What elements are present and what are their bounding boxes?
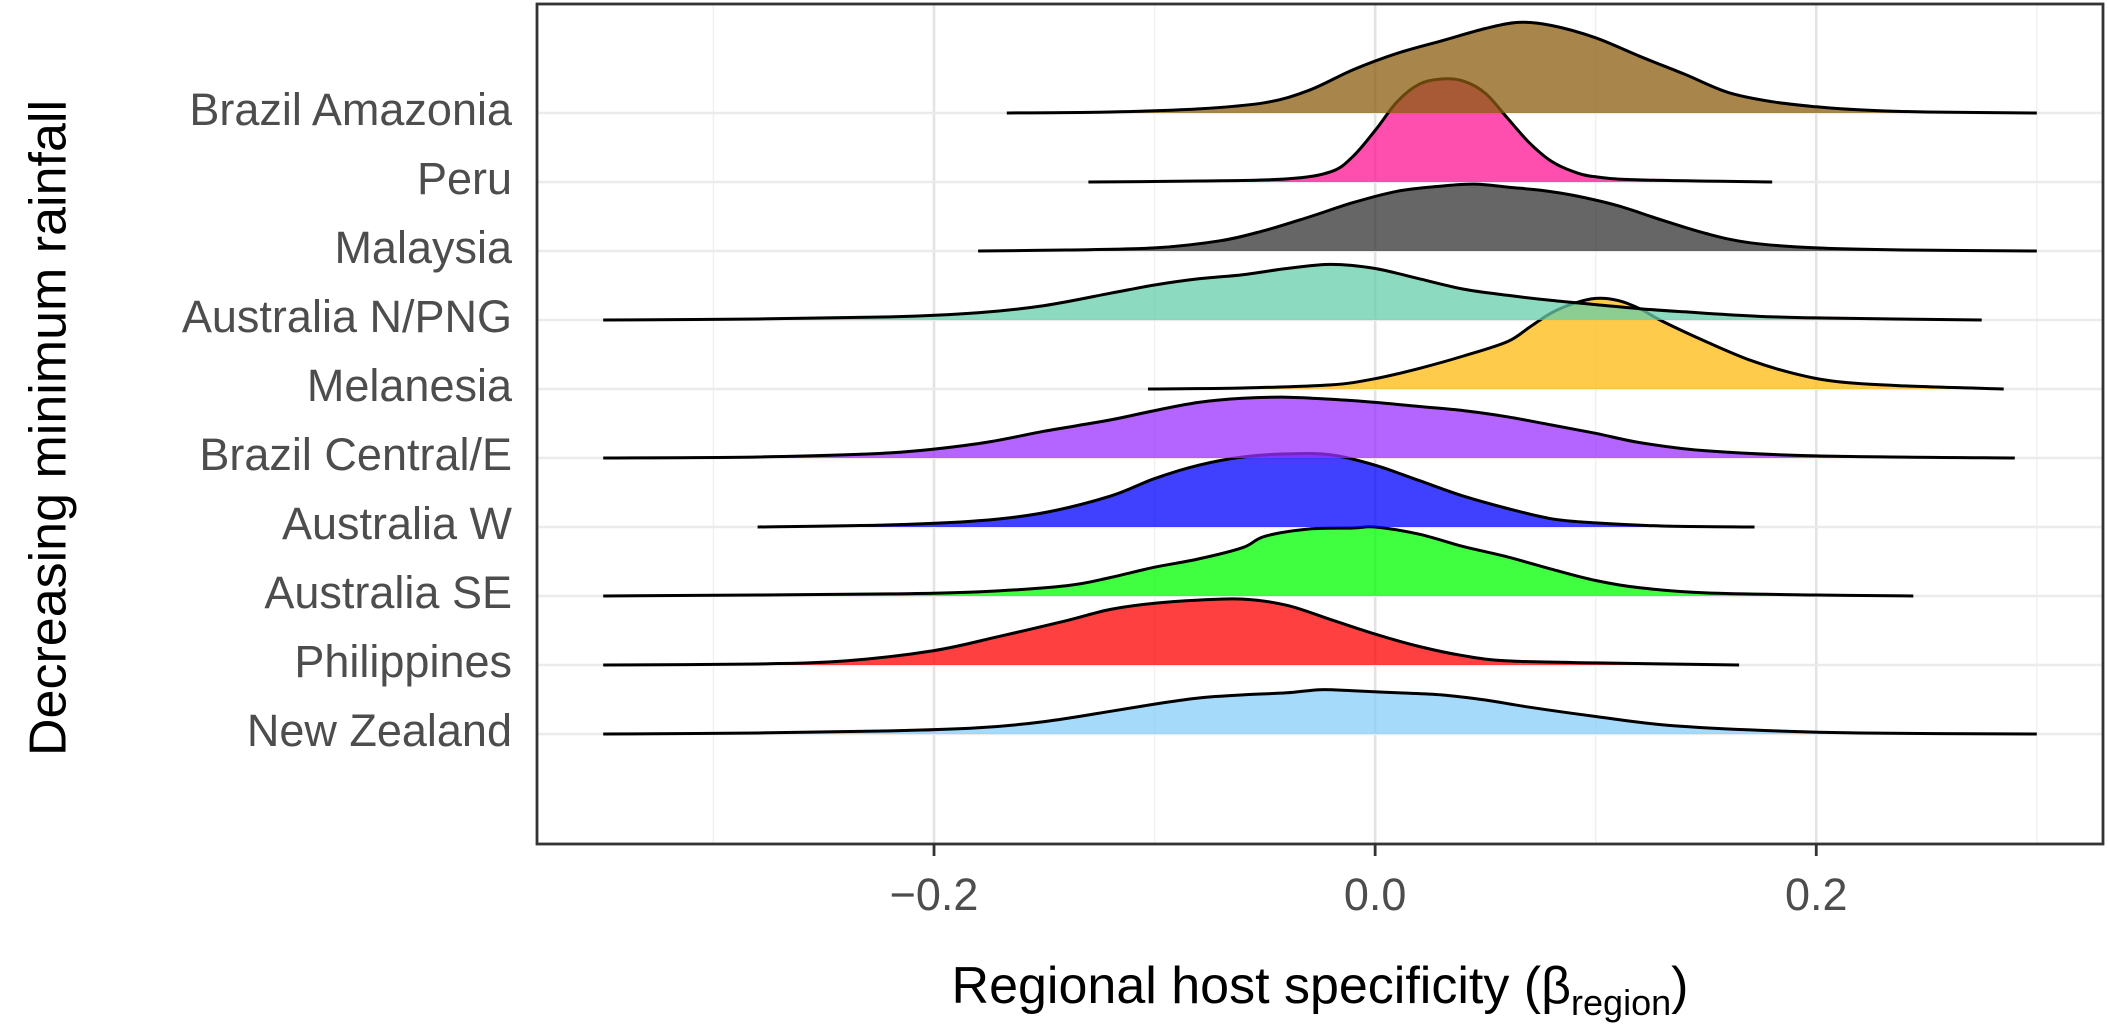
ridge-area-brazil-central-e xyxy=(603,397,2015,458)
ridge-brazil-central-e xyxy=(603,395,2015,460)
ridge-area-brazil-amazonia xyxy=(1006,22,2037,113)
x-axis-title: Regional host specificity (βregion) xyxy=(952,957,1689,1023)
x-tick-label: 0.2 xyxy=(1785,869,1848,920)
ridge-philippines xyxy=(603,597,1740,667)
x-axis-title-close: ) xyxy=(1671,957,1688,1015)
ridge-outline-melanesia xyxy=(1147,296,2004,391)
category-label-new-zealand: New Zealand xyxy=(247,705,512,756)
ridge-outline-new-zealand xyxy=(603,688,2037,736)
ridges xyxy=(603,20,2037,736)
ridge-melanesia xyxy=(1147,296,2004,391)
ridge-malaysia xyxy=(978,182,2037,253)
ridge-australia-se xyxy=(603,525,1914,598)
category-labels: New Zealand Philippines Australia SE Austra… xyxy=(182,84,513,756)
ridge-area-australia-n-png xyxy=(603,264,1982,320)
category-label-australia-n-png: Australia N/PNG xyxy=(182,291,512,342)
x-tick-label: −0.2 xyxy=(890,869,979,920)
category-label-brazil-amazonia: Brazil Amazonia xyxy=(189,84,513,135)
ridge-outline-brazil-amazonia xyxy=(1006,20,2037,115)
ridge-brazil-amazonia xyxy=(1006,20,2037,115)
ridge-outline-malaysia xyxy=(978,182,2037,253)
y-axis-title: Decreasing minimum rainfall xyxy=(20,100,78,756)
ridge-area-new-zealand xyxy=(603,689,2037,734)
category-label-malaysia: Malaysia xyxy=(334,222,513,273)
x-tick-label: 0.0 xyxy=(1344,869,1407,920)
ridge-outline-brazil-central-e xyxy=(603,395,2015,460)
ridge-area-australia-w xyxy=(757,453,1755,527)
ridge-outline-australia-n-png xyxy=(603,262,1982,322)
category-label-peru: Peru xyxy=(417,153,512,204)
ridge-area-australia-se xyxy=(603,526,1914,596)
ridge-area-malaysia xyxy=(978,184,2037,251)
ridge-outline-philippines xyxy=(603,597,1740,667)
category-label-australia-se: Australia SE xyxy=(264,567,512,618)
ridge-new-zealand xyxy=(603,688,2037,736)
panel-border xyxy=(535,2,2105,846)
ridge-outline-australia-se xyxy=(603,525,1914,598)
category-label-australia-w: Australia W xyxy=(282,498,513,549)
ridge-area-melanesia xyxy=(1148,298,2004,389)
category-label-brazil-central-e: Brazil Central/E xyxy=(199,429,512,480)
category-label-melanesia: Melanesia xyxy=(307,360,513,411)
x-ticks: −0.2 0.0 0.2 xyxy=(890,844,1848,920)
x-axis-title-main: Regional host specificity (β xyxy=(952,957,1572,1015)
ridge-area-peru xyxy=(1088,78,1773,182)
ridge-australia-n-png xyxy=(603,262,1982,322)
category-label-philippines: Philippines xyxy=(294,636,512,687)
ridge-area-philippines xyxy=(603,598,1740,665)
ridge-australia-w xyxy=(757,452,1755,529)
x-axis-title-subscript: region xyxy=(1571,982,1671,1023)
